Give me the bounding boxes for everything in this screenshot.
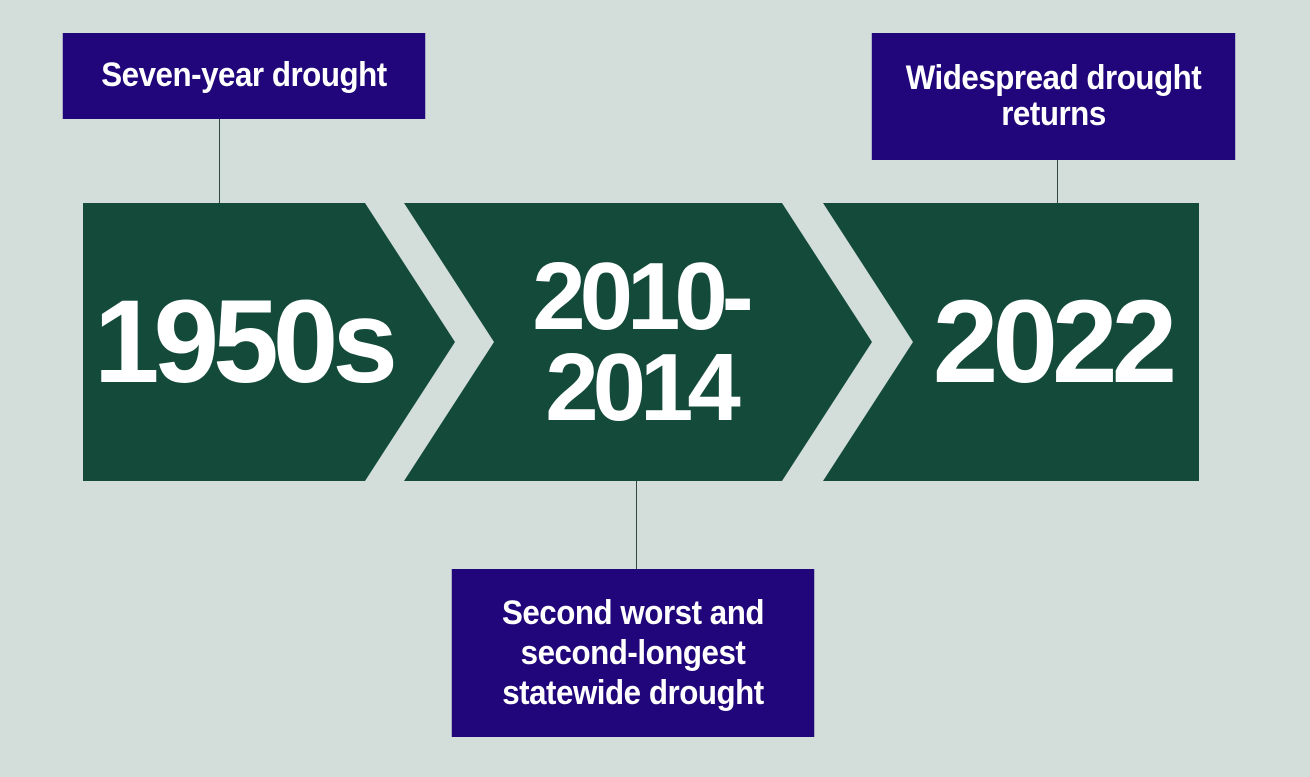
event-text-2010-2014: Second worst and second-longest statewid… [501, 593, 765, 713]
period-label-2010-2014: 2010- 2014 [532, 242, 754, 441]
event-box-2022: Widespread drought returns [871, 33, 1236, 160]
event-text-2022: Widespread drought returns [905, 58, 1202, 133]
period-label-1950s: 1950s [93, 276, 398, 408]
chevron-1950s [83, 203, 455, 481]
connector-line-2022 [1057, 160, 1058, 203]
event-box-2010-2014: Second worst and second-longest statewid… [451, 569, 815, 737]
connector-line-2010-2014 [636, 481, 637, 569]
event-box-1950s: Seven-year drought [62, 33, 426, 119]
event-text-1950s: Seven-year drought [101, 56, 387, 95]
connector-line-1950s [219, 118, 220, 203]
period-label-2022: 2022 [932, 276, 1178, 408]
